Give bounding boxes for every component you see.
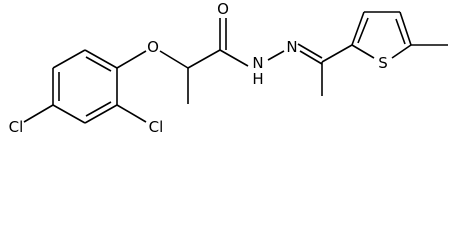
bonds [23, 11, 448, 124]
bond [357, 17, 369, 44]
bond [187, 49, 221, 69]
bond [351, 11, 365, 46]
bond [299, 50, 323, 65]
atom-label: N [252, 54, 263, 72]
bond [219, 49, 249, 67]
bond [84, 104, 118, 124]
bond [399, 11, 412, 46]
bond [52, 49, 86, 69]
atom-label: N [286, 38, 297, 56]
bond [321, 44, 353, 63]
atom-label: O [147, 38, 159, 56]
bond [351, 44, 375, 59]
bond [85, 101, 112, 117]
atom-label: Cl [9, 118, 24, 136]
atom-label: H [252, 70, 263, 88]
bond [159, 50, 189, 69]
bond [85, 56, 112, 72]
bond [297, 43, 323, 59]
atom-label: Cl [149, 118, 164, 136]
bond [116, 104, 147, 123]
bond [52, 104, 86, 124]
bond [267, 50, 285, 61]
bond [84, 49, 118, 69]
atom-label: O [217, 0, 229, 18]
bond [395, 18, 406, 45]
bond [116, 50, 147, 69]
bond [391, 44, 412, 59]
bond [23, 104, 54, 123]
atom-label: S [378, 54, 388, 72]
